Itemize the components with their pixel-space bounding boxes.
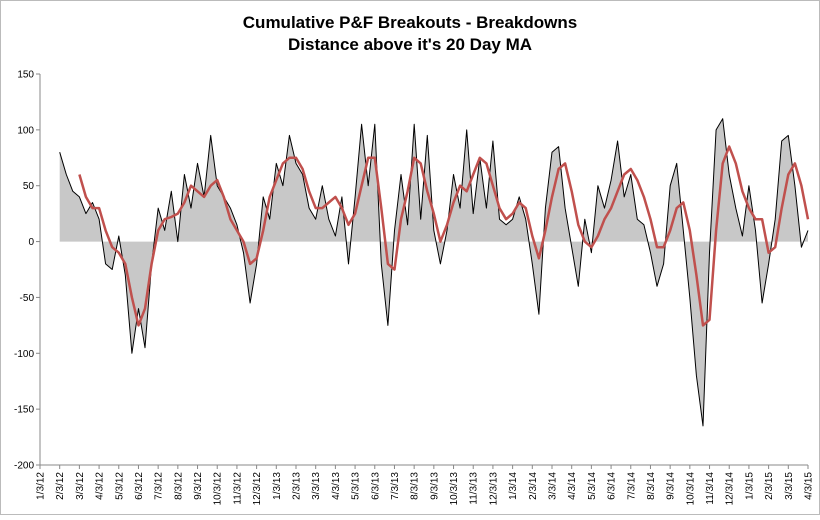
x-tick-label: 1/3/12 [36, 472, 47, 500]
x-tick-label: 9/3/14 [666, 472, 677, 500]
x-tick-label: 1/3/13 [272, 472, 283, 500]
x-tick-label: 2/3/13 [292, 472, 303, 500]
x-tick-label: 4/3/14 [567, 472, 578, 500]
x-tick-label: 6/3/14 [607, 472, 618, 500]
x-tick-label: 4/3/12 [95, 472, 106, 500]
x-tick-label: 5/3/12 [114, 472, 125, 500]
x-tick-label: 11/3/12 [232, 472, 243, 505]
y-tick-label: -200 [14, 461, 34, 472]
x-tick-label: 9/3/12 [193, 472, 204, 500]
y-tick-label: 150 [17, 70, 34, 81]
y-tick-label: 0 [28, 237, 34, 248]
x-tick-label: 8/3/14 [646, 472, 657, 500]
y-tick-label: -100 [14, 349, 34, 360]
chart-title: Cumulative P&F Breakouts - Breakdowns [243, 13, 577, 32]
x-tick-label: 3/3/12 [75, 472, 86, 500]
x-tick-label: 2/3/12 [55, 472, 66, 500]
x-tick-label: 4/3/13 [331, 472, 342, 500]
x-tick-label: 1/3/14 [508, 472, 519, 500]
x-tick-label: 2/3/15 [764, 472, 775, 500]
x-tick-label: 8/3/13 [410, 472, 421, 500]
x-tick-label: 11/3/14 [705, 472, 716, 505]
area [59, 118, 808, 426]
x-tick-label: 12/3/13 [488, 472, 499, 506]
x-tick-label: 11/3/13 [469, 472, 480, 505]
y-tick-label: -50 [20, 293, 35, 304]
x-tick-label: 8/3/12 [173, 472, 184, 500]
x-tick-label: 3/3/14 [548, 472, 559, 500]
x-tick-label: 6/3/13 [370, 472, 381, 500]
x-tick-label: 12/3/14 [725, 472, 736, 506]
chart-subtitle: Distance above it's 20 Day MA [288, 35, 532, 54]
x-tick-label: 10/3/13 [449, 472, 460, 506]
x-tick-label: 2/3/14 [528, 472, 539, 500]
x-tick-label: 5/3/14 [587, 472, 598, 500]
x-tick-label: 4/3/15 [804, 472, 815, 500]
y-tick-label: 100 [17, 125, 34, 136]
x-tick-label: 9/3/13 [429, 472, 440, 500]
y-tick-label: 50 [23, 181, 35, 192]
line [59, 118, 809, 427]
x-tick-label: 10/3/12 [213, 472, 224, 506]
x-tick-label: 10/3/14 [685, 472, 696, 506]
x-tick-label: 5/3/13 [351, 472, 362, 500]
x-tick-label: 3/3/15 [784, 472, 795, 500]
y-tick-label: -150 [14, 405, 34, 416]
x-tick-label: 6/3/12 [134, 472, 145, 500]
x-tick-label: 7/3/13 [390, 472, 401, 500]
ma-line [78, 145, 810, 327]
x-tick-label: 7/3/14 [626, 472, 637, 500]
x-tick-label: 7/3/12 [154, 472, 165, 500]
x-tick-label: 1/3/15 [744, 472, 755, 500]
x-tick-label: 12/3/12 [252, 472, 263, 506]
x-tick-label: 3/3/13 [311, 472, 322, 500]
